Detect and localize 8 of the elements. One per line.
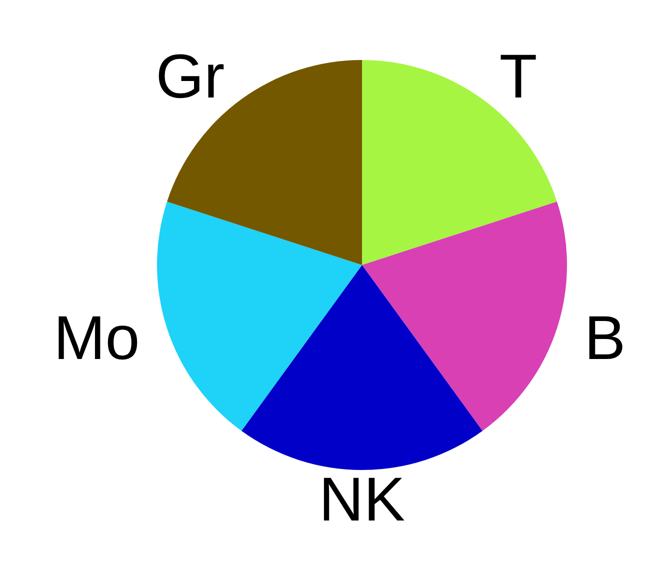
pie-slice — [362, 202, 567, 431]
pie-slice — [157, 202, 362, 431]
pie-slice — [242, 265, 482, 470]
slice-label: NK — [318, 465, 406, 534]
slice-label: Gr — [156, 42, 225, 112]
slice-label: B — [584, 304, 626, 373]
slice-label: T — [499, 42, 538, 112]
slice-label: Mo — [54, 304, 140, 373]
